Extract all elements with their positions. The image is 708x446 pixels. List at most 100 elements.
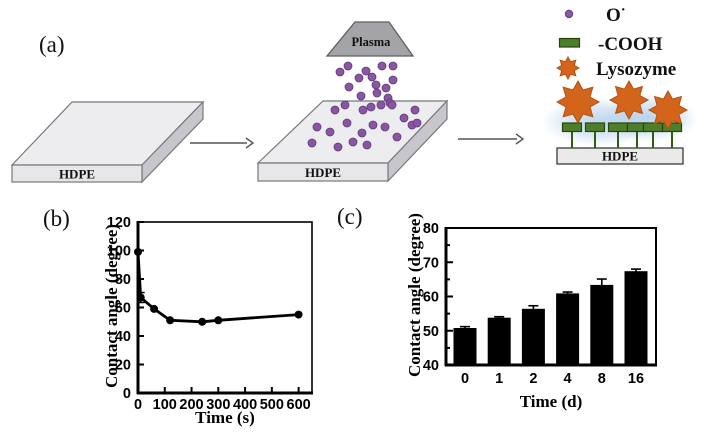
chart-b-y-axis-title: Contact angle (degree) <box>102 224 121 388</box>
arrow-head <box>245 137 255 149</box>
oxygen-dot-icon <box>376 100 386 110</box>
oxygen-dot-icon <box>356 91 366 101</box>
legend-lysozyme-star-icon <box>555 55 581 81</box>
oxygen-dot-icon <box>333 142 343 152</box>
lysozyme-star-icon <box>647 89 689 131</box>
oxygen-dot-icon <box>358 105 368 115</box>
oxygen-dot-icon <box>361 66 371 76</box>
bar <box>556 293 580 365</box>
bar <box>453 328 477 365</box>
bar-chart-contact-angle-vs-days: 40 50 60 70 80 0 1 2 4 8 16 <box>423 221 657 387</box>
slab-front-face <box>11 164 143 183</box>
data-point-marker <box>134 247 142 256</box>
oxygen-dot-icon <box>387 100 397 110</box>
oxygen-dot-icon <box>392 132 402 142</box>
panel-label-c: (c) <box>337 204 363 229</box>
chart-c-y-axis-title: Contact angle (degree) <box>405 213 424 377</box>
hdpe-label-middle: HDPE <box>305 165 341 180</box>
lysozyme-star-icon <box>608 79 650 121</box>
legend-cooh-square-icon <box>558 37 581 48</box>
y-tick-label: 40 <box>423 358 439 374</box>
oxygen-dot-icon <box>342 118 352 128</box>
line-series <box>136 251 299 324</box>
x-category-label: 2 <box>529 371 537 387</box>
y-tick-label: 0 <box>123 386 131 402</box>
plasma-label: Plasma <box>352 35 392 49</box>
hdpe-label-right: HDPE <box>602 149 638 164</box>
legend-lysozyme-label: Lysozyme <box>596 59 676 80</box>
legend-oxygen-label: O· <box>606 2 626 26</box>
oxygen-dot-icon <box>367 72 377 82</box>
bar <box>590 284 614 365</box>
y-tick-label: 120 <box>107 215 131 231</box>
oxygen-dot-icon <box>381 83 391 93</box>
y-tick-label: 20 <box>115 358 131 374</box>
panel-label-b: (b) <box>43 206 70 231</box>
panel-label-a: (a) <box>39 32 65 57</box>
bar <box>624 271 648 365</box>
data-point-marker <box>136 293 145 302</box>
oxygen-dot-icon <box>344 82 354 92</box>
y-tick-label: 80 <box>115 272 131 288</box>
x-tick-label: 500 <box>260 397 284 413</box>
y-tick-label: 60 <box>115 301 131 317</box>
data-point-marker <box>294 310 303 319</box>
x-category-label: 8 <box>598 371 606 387</box>
plasma-source: Plasma <box>325 21 415 57</box>
oxygen-dot-icon <box>388 61 398 71</box>
data-point-marker <box>214 316 223 325</box>
plot-frame <box>137 221 313 394</box>
oxygen-symbol: O <box>606 5 621 26</box>
y-tick-label: 100 <box>107 244 131 260</box>
oxygen-dot-icon <box>343 61 353 71</box>
legend-cooh-label: -COOH <box>598 34 663 55</box>
cooh-square-icon <box>584 122 606 133</box>
oxygen-dot-icon <box>362 140 372 150</box>
bar <box>521 308 545 365</box>
arrow-head <box>515 133 525 145</box>
x-category-label: 1 <box>495 371 503 387</box>
oxygen-dot-icon <box>412 118 422 128</box>
legend: O· -COOH Lysozyme <box>555 2 676 81</box>
x-category-label: 16 <box>628 371 644 387</box>
panel-a-diagram: HDPE Plasma HDPE <box>10 2 698 184</box>
lysozyme-molecules <box>555 79 689 131</box>
oxygen-dot-icon <box>335 67 345 77</box>
oxygen-radical-dots <box>307 61 422 152</box>
slab-front-face <box>257 162 389 182</box>
hdpe-label-left: HDPE <box>59 167 95 182</box>
x-tick-label: 300 <box>206 397 230 413</box>
lysozyme-star-icon <box>555 79 601 125</box>
oxygen-dot-icon <box>388 75 398 85</box>
data-point-marker <box>166 316 175 325</box>
oxygen-dot-icon <box>357 128 367 138</box>
functionalized-surface: HDPE <box>542 79 698 165</box>
oxygen-dot-icon <box>325 127 335 137</box>
y-tick-label: 50 <box>423 324 439 340</box>
plasma-funnel <box>325 21 415 57</box>
y-tick-label: 70 <box>423 255 439 271</box>
y-tick-label: 60 <box>423 290 439 306</box>
x-tick-label: 0 <box>134 397 142 413</box>
oxygen-dot-icon <box>348 137 358 147</box>
x-category-label: 4 <box>564 371 572 387</box>
oxygen-dot-icon <box>399 113 409 123</box>
y-tick-label: 80 <box>423 221 439 237</box>
hdpe-slab-treated: HDPE <box>256 99 449 183</box>
oxygen-dot-icon <box>368 120 378 130</box>
oxygen-dot-icon <box>377 61 387 71</box>
oxygen-dot-icon <box>372 88 382 98</box>
radical-dot: · <box>621 2 626 18</box>
oxygen-dot-icon <box>307 138 317 148</box>
x-tick-label: 600 <box>287 397 311 413</box>
oxygen-dot-icon <box>354 73 364 83</box>
data-point-marker <box>150 304 159 313</box>
data-point-marker <box>198 317 207 326</box>
x-tick-label: 400 <box>233 397 257 413</box>
cooh-square-icon <box>661 122 683 133</box>
oxygen-dot-icon <box>380 122 390 132</box>
chart-b-x-axis-title: Time (s) <box>195 408 255 427</box>
